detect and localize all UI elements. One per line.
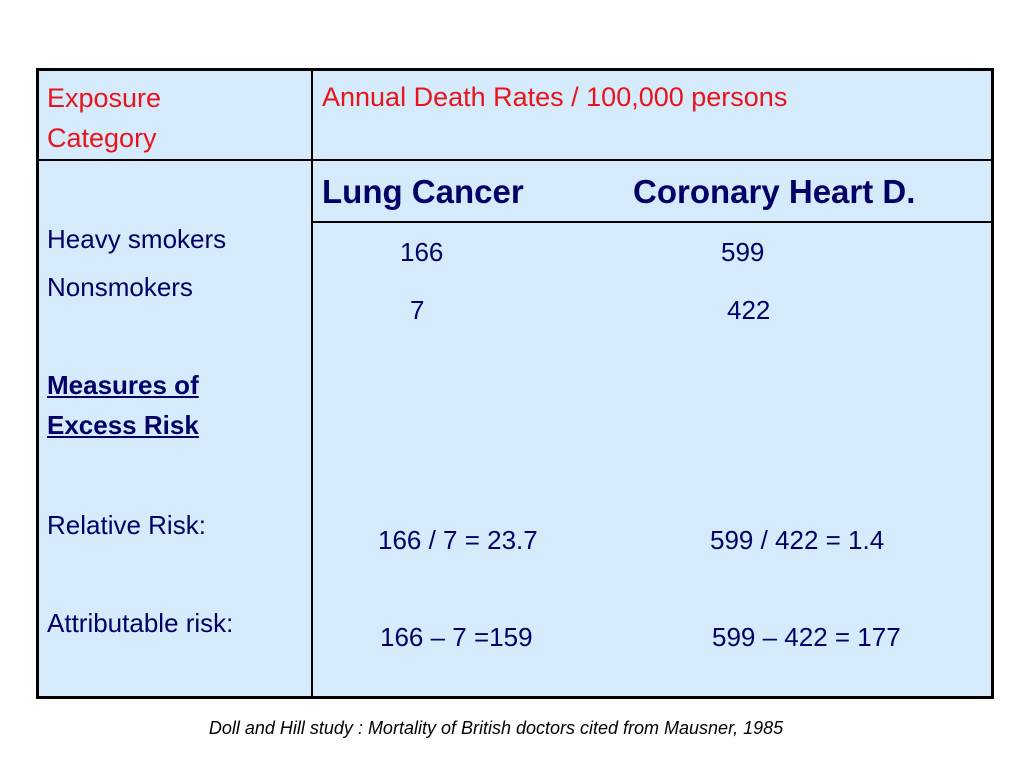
column-divider <box>311 68 313 696</box>
cell: 599 – 422 = 177 <box>712 622 901 652</box>
cell: 166 <box>400 237 444 267</box>
cell: 599 <box>721 237 765 267</box>
row-label: Attributable risk: <box>47 608 234 638</box>
header-cell: Annual Death Rates / 100,000 persons <box>322 82 788 112</box>
row-label: Nonsmokers <box>47 272 193 302</box>
cell: 599 / 422 = 1.4 <box>710 525 885 555</box>
cell: 166 – 7 =159 <box>380 622 533 652</box>
table <box>36 68 994 699</box>
column-header: Coronary Heart D. <box>633 173 916 210</box>
row-label: Heavy smokers <box>47 224 227 254</box>
header-cell: Exposure Category <box>47 83 162 153</box>
caption: Doll and Hill study : Mortality of Briti… <box>208 718 784 738</box>
section-heading: Measures of Excess Risk <box>47 370 199 440</box>
cell: 7 <box>410 295 425 325</box>
cell: 166 / 7 = 23.7 <box>378 525 538 555</box>
column-header: Lung Cancer <box>322 173 524 210</box>
cell: 422 <box>727 295 771 325</box>
row-divider <box>36 159 991 161</box>
row-divider <box>311 221 991 223</box>
row-label: Relative Risk: <box>47 510 206 540</box>
